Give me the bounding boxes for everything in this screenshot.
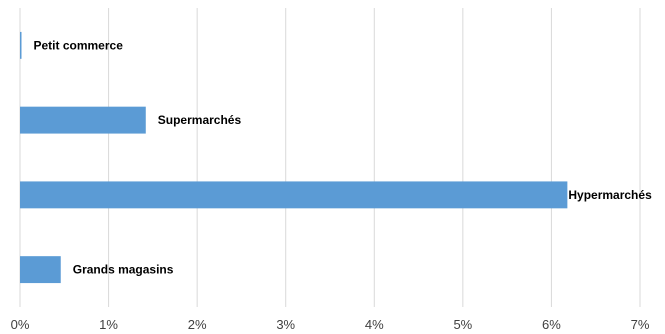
data-label: Supermarchés xyxy=(158,113,242,127)
data-label: Grands magasins xyxy=(73,263,174,277)
x-tick-label: 0% xyxy=(11,317,30,332)
x-axis-ticks: 0% 1% 2% 3% 4% 5% 6% 7% xyxy=(11,317,650,332)
data-labels: Petit commerce Supermarchés Hypermarchés Gr… xyxy=(34,38,653,276)
data-label: Petit commerce xyxy=(34,38,124,52)
x-tick-label: 7% xyxy=(631,317,650,332)
x-tick-label: 2% xyxy=(188,317,207,332)
data-label: Hypermarchés xyxy=(568,188,652,202)
bar xyxy=(20,31,22,59)
bar xyxy=(20,181,568,209)
bar xyxy=(20,256,61,284)
x-tick-label: 1% xyxy=(99,317,118,332)
bar xyxy=(20,106,146,134)
x-tick-label: 5% xyxy=(453,317,472,332)
x-tick-label: 3% xyxy=(276,317,295,332)
bars xyxy=(20,31,568,284)
x-tick-label: 4% xyxy=(365,317,384,332)
gridlines xyxy=(19,8,641,307)
x-tick-label: 6% xyxy=(542,317,561,332)
